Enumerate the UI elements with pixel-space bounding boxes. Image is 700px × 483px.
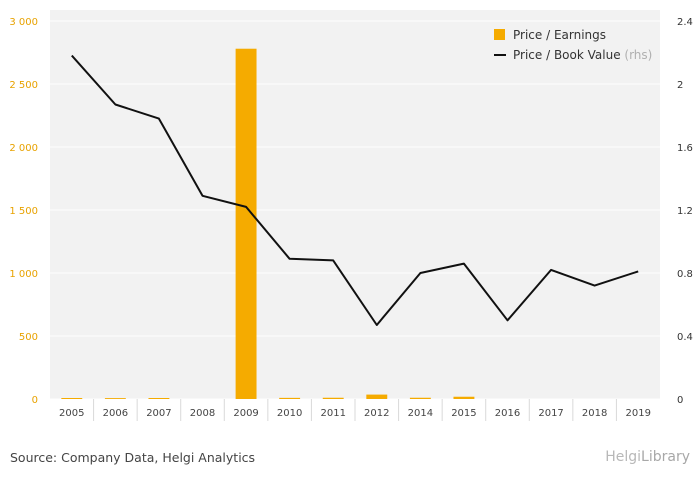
y-left-tick-2: 1 000 (9, 269, 38, 280)
y-right-tick-4: 1.6 (677, 143, 693, 154)
legend-label-rhs: (rhs) (624, 48, 652, 62)
logo-suffix: Library (641, 449, 690, 465)
legend-label-price-earnings: Price / Earnings (513, 28, 606, 42)
x-tick-2008: 2008 (190, 408, 215, 419)
x-tick-2014: 2014 (408, 408, 433, 419)
x-tick-labels: 2005 2006 2007 2008 2009 2010 2011 2012 2014 2015… (59, 408, 651, 419)
legend: Price / Earnings Price / Book Value (rhs… (494, 28, 652, 62)
y-right-tick-5: 2 (677, 80, 683, 91)
y-right-tick-1: 0.4 (677, 332, 693, 343)
y-right-tick-6: 2.4 (677, 17, 693, 28)
x-tick-2012: 2012 (364, 408, 389, 419)
legend-swatch-price-earnings (494, 29, 505, 40)
bar-2015 (453, 396, 475, 399)
y-left-tick-3: 1 500 (9, 206, 38, 217)
x-tick-2005: 2005 (59, 408, 84, 419)
logo-prefix: Helgi (605, 449, 642, 465)
bar-2011 (322, 397, 344, 399)
x-tick-2017: 2017 (538, 408, 563, 419)
bar-2012 (366, 394, 388, 399)
legend-label-price-book-name: Price / Book Value (513, 48, 621, 62)
bar-2009 (235, 48, 257, 399)
y-right-tick-labels: 0 0.4 0.8 1.2 1.6 2 2.4 (677, 17, 693, 406)
chart: 0 500 1 000 1 500 2 000 2 500 3 000 0 0.4 0.8 1.2… (9, 10, 693, 421)
grid-lines (50, 20, 660, 400)
y-right-tick-0: 0 (677, 395, 683, 406)
y-left-tick-0: 0 (32, 395, 38, 406)
x-tick-2010: 2010 (277, 408, 302, 419)
y-left-tick-5: 2 500 (9, 80, 38, 91)
x-grid-lines (93, 399, 617, 421)
y-right-tick-2: 0.8 (677, 269, 693, 280)
y-left-tick-labels: 0 500 1 000 1 500 2 000 2 500 3 000 (9, 17, 38, 406)
x-tick-2011: 2011 (320, 408, 345, 419)
bar-2006 (104, 398, 126, 399)
price-earnings-bars (61, 48, 475, 399)
legend-label-price-book: Price / Book Value (rhs) (513, 48, 652, 62)
x-tick-2015: 2015 (451, 408, 476, 419)
bar-2014 (409, 397, 431, 399)
x-tick-2016: 2016 (495, 408, 520, 419)
y-left-tick-4: 2 000 (9, 143, 38, 154)
bar-2010 (279, 397, 301, 399)
y-left-tick-6: 3 000 (9, 17, 38, 28)
x-tick-2019: 2019 (625, 408, 650, 419)
price-book-line (71, 54, 639, 326)
bar-2005 (61, 397, 83, 399)
helgi-library-logo: HelgiLibrary (605, 449, 690, 465)
plot-area (50, 10, 660, 399)
y-left-tick-1: 500 (19, 332, 38, 343)
y-right-tick-3: 1.2 (677, 206, 693, 217)
x-tick-2009: 2009 (233, 408, 258, 419)
x-tick-2018: 2018 (582, 408, 607, 419)
x-tick-2006: 2006 (103, 408, 128, 419)
bar-2007 (148, 397, 170, 399)
source-note: Source: Company Data, Helgi Analytics (10, 450, 256, 465)
x-tick-2007: 2007 (146, 408, 171, 419)
